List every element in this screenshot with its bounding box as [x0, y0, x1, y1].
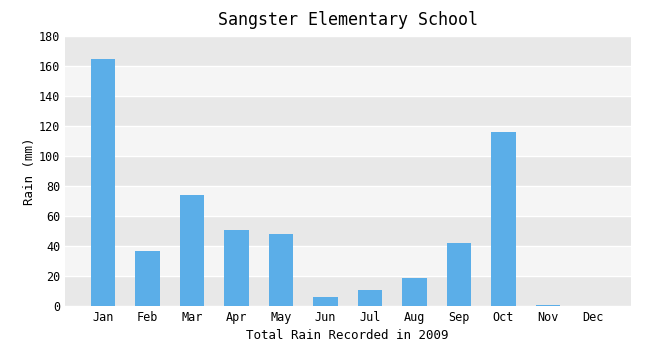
- Bar: [536, 305, 560, 306]
- Bar: [447, 243, 471, 306]
- Bar: [179, 195, 204, 306]
- Bar: [65, 126, 630, 156]
- Bar: [65, 246, 630, 276]
- Bar: [65, 66, 630, 96]
- Title: Sangster Elementary School: Sangster Elementary School: [218, 11, 478, 29]
- Bar: [65, 186, 630, 216]
- X-axis label: Total Rain Recorded in 2009: Total Rain Recorded in 2009: [246, 329, 449, 342]
- Bar: [135, 251, 160, 306]
- Bar: [268, 234, 293, 306]
- Bar: [224, 230, 249, 306]
- Bar: [65, 276, 630, 306]
- Bar: [402, 278, 427, 306]
- Bar: [65, 156, 630, 186]
- Bar: [91, 58, 115, 306]
- Bar: [313, 297, 338, 306]
- Bar: [65, 36, 630, 66]
- Bar: [65, 216, 630, 246]
- Bar: [491, 132, 516, 306]
- Bar: [358, 289, 382, 306]
- Bar: [65, 96, 630, 126]
- Y-axis label: Rain (mm): Rain (mm): [23, 137, 36, 205]
